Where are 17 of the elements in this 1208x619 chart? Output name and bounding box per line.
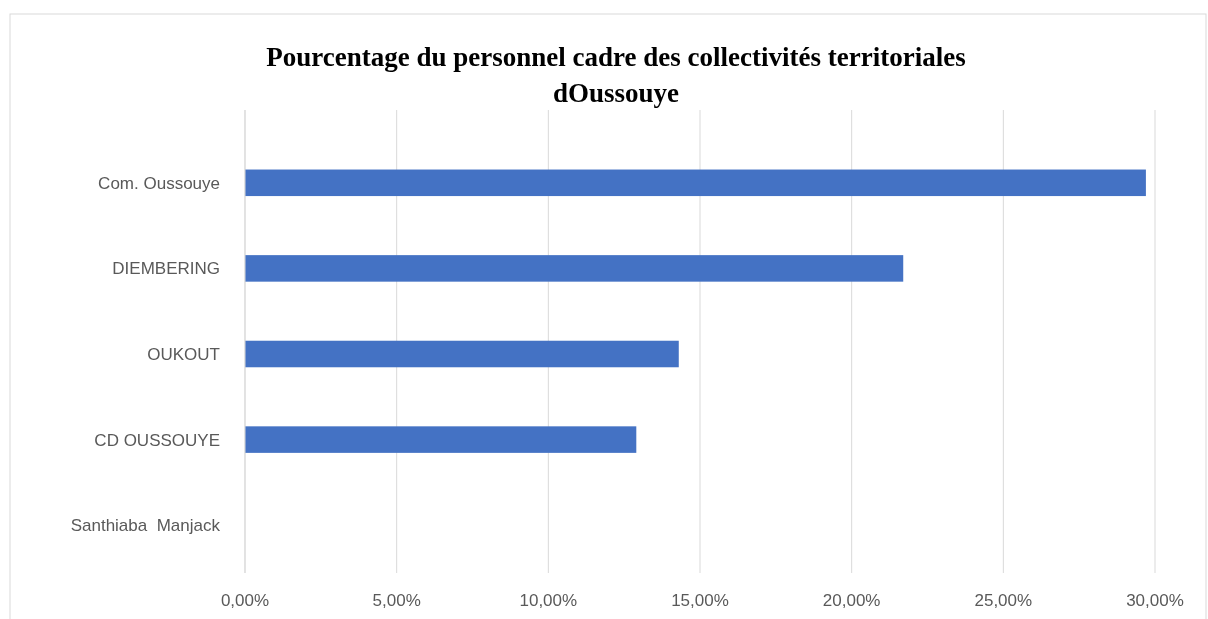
- bar: [245, 340, 679, 368]
- x-tick-label: 25,00%: [974, 590, 1033, 610]
- bar: [245, 255, 904, 282]
- x-tick-label: 10,00%: [519, 590, 578, 610]
- x-tick-label: 5,00%: [372, 590, 421, 610]
- y-tick-label: DIEMBERING: [112, 259, 220, 279]
- y-tick-label: CD OUSSOUYE: [94, 430, 220, 450]
- x-tick-label: 30,00%: [1126, 590, 1184, 610]
- y-tick-label: Com. Oussouye: [98, 173, 220, 193]
- chart-title: Pourcentage du personnel cadre des collectivités territoriales dOussouye: [266, 42, 966, 108]
- x-tick-label: 20,00%: [822, 590, 881, 610]
- bar: [245, 169, 1146, 197]
- x-tick-label: 15,00%: [671, 590, 729, 610]
- x-tick-label: 0,00%: [220, 590, 270, 610]
- y-tick-label: Santhiaba Manjack: [70, 516, 221, 536]
- y-tick-label: OUKOUT: [147, 344, 220, 364]
- bar: [245, 426, 637, 453]
